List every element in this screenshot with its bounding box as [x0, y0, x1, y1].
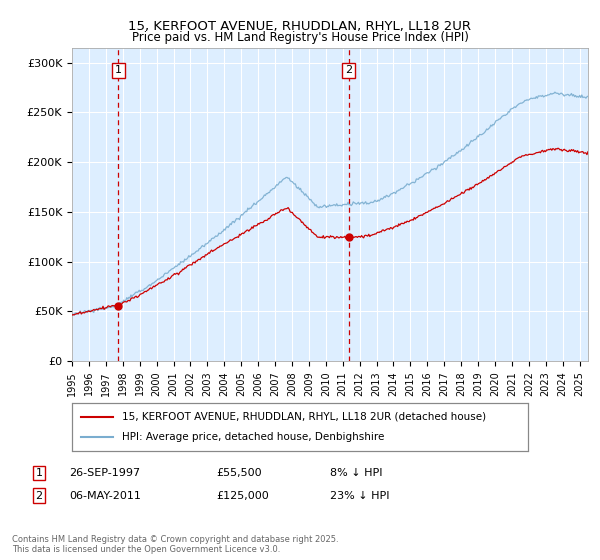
Text: 15, KERFOOT AVENUE, RHUDDLAN, RHYL, LL18 2UR (detached house): 15, KERFOOT AVENUE, RHUDDLAN, RHYL, LL18…	[122, 412, 486, 422]
Text: 26-SEP-1997: 26-SEP-1997	[69, 468, 140, 478]
Text: 23% ↓ HPI: 23% ↓ HPI	[330, 491, 389, 501]
Text: 8% ↓ HPI: 8% ↓ HPI	[330, 468, 383, 478]
Text: £55,500: £55,500	[216, 468, 262, 478]
Text: 06-MAY-2011: 06-MAY-2011	[69, 491, 141, 501]
Text: 1: 1	[35, 468, 43, 478]
Text: Price paid vs. HM Land Registry's House Price Index (HPI): Price paid vs. HM Land Registry's House …	[131, 31, 469, 44]
Text: 1: 1	[115, 66, 122, 76]
Text: HPI: Average price, detached house, Denbighshire: HPI: Average price, detached house, Denb…	[122, 432, 385, 442]
Text: Contains HM Land Registry data © Crown copyright and database right 2025.
This d: Contains HM Land Registry data © Crown c…	[12, 535, 338, 554]
Text: 2: 2	[35, 491, 43, 501]
Text: 15, KERFOOT AVENUE, RHUDDLAN, RHYL, LL18 2UR: 15, KERFOOT AVENUE, RHUDDLAN, RHYL, LL18…	[128, 20, 472, 32]
Text: £125,000: £125,000	[216, 491, 269, 501]
Text: 2: 2	[345, 66, 352, 76]
